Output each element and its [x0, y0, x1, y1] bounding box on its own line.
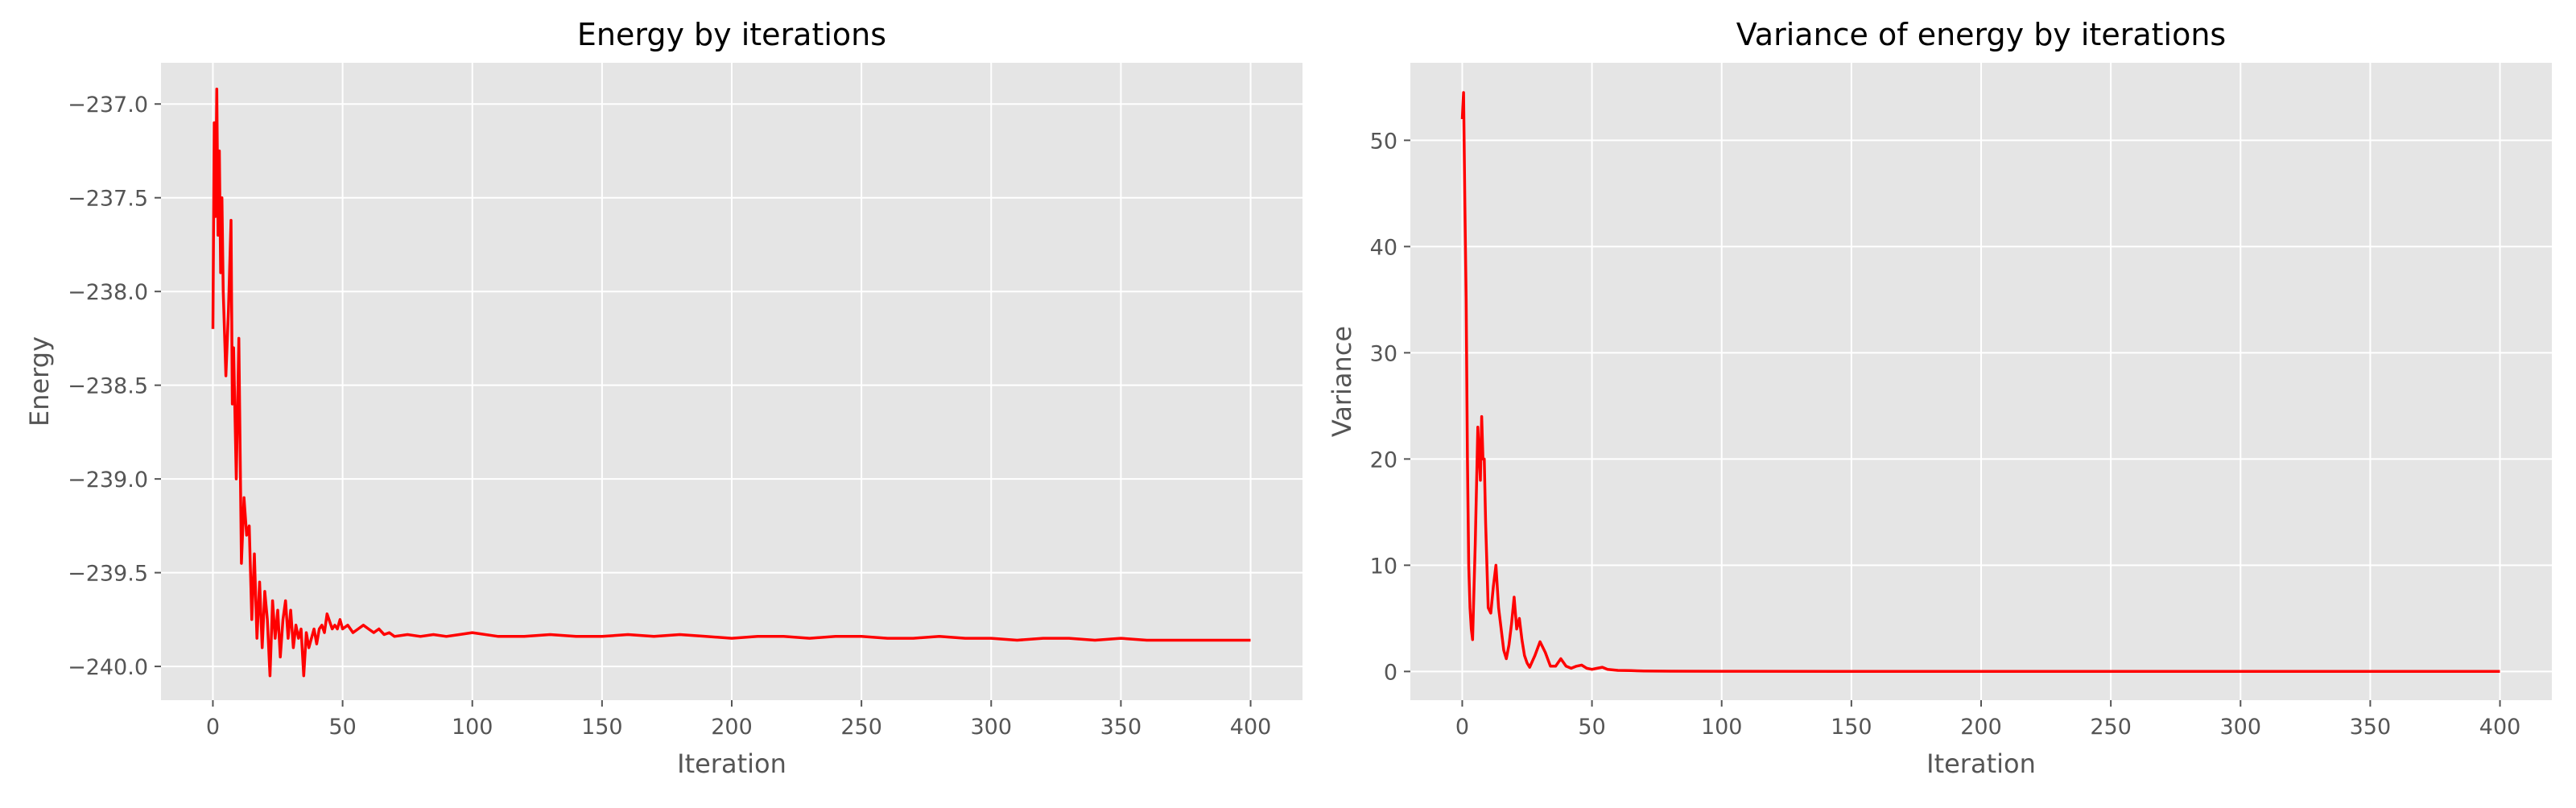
x-tick-label: 150 — [581, 715, 623, 740]
y-tick-label: 50 — [1370, 129, 1397, 154]
series-line — [1460, 91, 2500, 673]
y-tick-label: 20 — [1370, 447, 1397, 472]
x-tick-label: 100 — [452, 715, 493, 740]
y-axis-label: Variance — [1327, 326, 1357, 437]
x-tick-label: 50 — [1578, 715, 1605, 740]
y-tick-label: −238.5 — [68, 374, 148, 399]
x-tick-label: 300 — [2219, 715, 2261, 740]
chart-title: Variance of energy by iterations — [1736, 17, 2226, 52]
x-tick-label: 400 — [2479, 715, 2521, 740]
x-axis-label: Iteration — [677, 748, 786, 779]
x-tick-label: 0 — [1455, 715, 1469, 740]
x-tick-label: 200 — [1960, 715, 2002, 740]
x-tick-label: 200 — [711, 715, 753, 740]
x-tick-label: 150 — [1831, 715, 1872, 740]
y-tick-label: −237.5 — [68, 187, 148, 212]
y-tick-label: −240.0 — [68, 655, 148, 680]
x-tick-label: 250 — [840, 715, 882, 740]
x-tick-label: 50 — [328, 715, 356, 740]
y-tick-label: −237.0 — [68, 93, 148, 117]
y-tick-label: 0 — [1384, 660, 1397, 685]
variance-chart: 0 50 100 150 200 250 300 350 400 0 10 20 30 40 50 Varia… — [1327, 17, 2552, 779]
chart-title: Energy by iterations — [577, 17, 886, 52]
y-tick-label: −239.5 — [68, 562, 148, 587]
x-tick-label: 250 — [2090, 715, 2132, 740]
x-tick-label: 400 — [1230, 715, 1272, 740]
y-tick-label: 30 — [1370, 341, 1397, 366]
x-tick-label: 350 — [2350, 715, 2392, 740]
y-tick-label: −238.0 — [68, 280, 148, 305]
y-tick-label: 10 — [1370, 554, 1397, 579]
energy-chart: 0 50 100 150 200 250 300 350 400 −237.0 −237.5 −238… — [24, 17, 1302, 779]
y-tick-label: 40 — [1370, 235, 1397, 260]
x-tick-label: 300 — [970, 715, 1012, 740]
x-axis-label: Iteration — [1926, 748, 2036, 779]
x-tick-label: 350 — [1100, 715, 1142, 740]
x-tick-label: 0 — [206, 715, 220, 740]
series-line — [211, 87, 1251, 678]
y-tick-label: −239.0 — [68, 468, 148, 493]
x-tick-label: 100 — [1701, 715, 1743, 740]
y-axis-label: Energy — [24, 336, 55, 427]
